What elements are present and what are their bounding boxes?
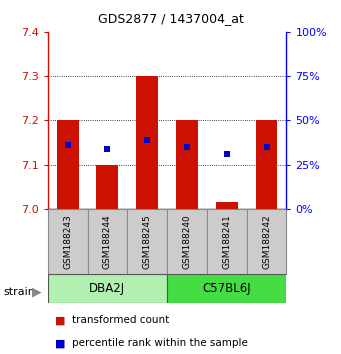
Bar bbox=[176, 120, 198, 209]
FancyBboxPatch shape bbox=[48, 209, 88, 274]
FancyBboxPatch shape bbox=[127, 209, 167, 274]
Text: GSM188244: GSM188244 bbox=[103, 214, 112, 269]
Bar bbox=[136, 76, 158, 209]
Text: C57BL6J: C57BL6J bbox=[203, 282, 251, 295]
FancyBboxPatch shape bbox=[207, 209, 247, 274]
Text: transformed count: transformed count bbox=[72, 315, 169, 325]
Text: GSM188241: GSM188241 bbox=[222, 214, 231, 269]
Text: GSM188240: GSM188240 bbox=[182, 214, 192, 269]
Text: ■: ■ bbox=[55, 338, 65, 348]
Text: ■: ■ bbox=[55, 315, 65, 325]
FancyBboxPatch shape bbox=[167, 274, 286, 303]
Text: percentile rank within the sample: percentile rank within the sample bbox=[72, 338, 248, 348]
Text: GSM188243: GSM188243 bbox=[63, 214, 72, 269]
Text: GSM188242: GSM188242 bbox=[262, 214, 271, 269]
Text: GDS2877 / 1437004_at: GDS2877 / 1437004_at bbox=[98, 12, 243, 25]
FancyBboxPatch shape bbox=[48, 274, 167, 303]
Bar bbox=[97, 165, 118, 209]
Bar bbox=[256, 120, 278, 209]
Text: DBA2J: DBA2J bbox=[89, 282, 125, 295]
FancyBboxPatch shape bbox=[247, 209, 286, 274]
Text: strain: strain bbox=[3, 287, 35, 297]
Bar bbox=[57, 120, 78, 209]
Text: GSM188245: GSM188245 bbox=[143, 214, 152, 269]
FancyBboxPatch shape bbox=[167, 209, 207, 274]
Bar bbox=[216, 202, 238, 209]
Text: ▶: ▶ bbox=[32, 286, 42, 298]
FancyBboxPatch shape bbox=[88, 209, 127, 274]
